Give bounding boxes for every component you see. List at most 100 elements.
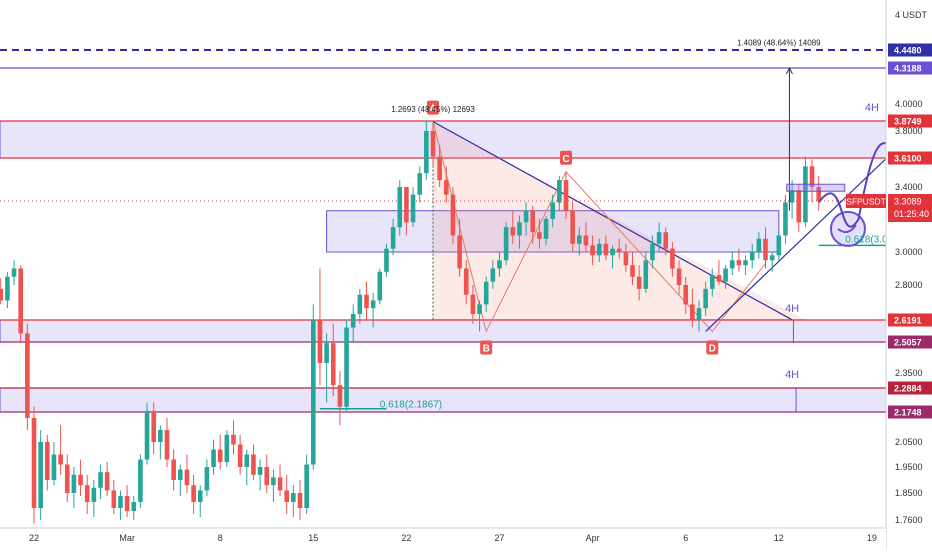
candle-body-36 xyxy=(211,449,216,467)
candle-body-31 xyxy=(178,469,183,480)
candle-body-57 xyxy=(350,314,356,328)
candle-body-58 xyxy=(357,294,363,315)
symbol-tag: SFPUSDT xyxy=(846,197,886,207)
price-tag-3: 3.6100 xyxy=(894,154,922,164)
price-tag-7: 2.1748 xyxy=(894,408,922,418)
candle-body-21 xyxy=(111,490,117,508)
candle-body-80 xyxy=(503,227,509,261)
candle-body-89 xyxy=(563,180,569,211)
candle-body-85 xyxy=(537,232,542,239)
timeframe-label-1: 4H xyxy=(785,303,799,315)
candle-body-35 xyxy=(204,467,210,491)
candle-body-125 xyxy=(803,166,808,223)
price-tag-bg-5 xyxy=(888,335,932,349)
candle-body-11 xyxy=(45,442,50,480)
time-tick-7: 6 xyxy=(683,533,688,543)
price-axis[interactable]: 4 USDT 4.0000 3.8000 3.4000 3.0000 2.8000 2.35… xyxy=(846,0,932,550)
point-label-3: D xyxy=(709,343,716,354)
candle-body-62 xyxy=(384,248,389,272)
candle-body-101 xyxy=(643,260,649,289)
candle-body-112 xyxy=(716,275,722,282)
candle-body-48 xyxy=(291,493,296,502)
candle-body-39 xyxy=(231,434,236,445)
current-price-tag: 3.3089 xyxy=(894,197,922,207)
candle-body-94 xyxy=(596,243,602,256)
candle-body-17 xyxy=(84,485,90,502)
candle-body-97 xyxy=(616,248,622,252)
candle-body-90 xyxy=(570,210,575,244)
candle-body-49 xyxy=(297,493,303,508)
time-axis-bg xyxy=(0,528,886,550)
candle-body-100 xyxy=(636,276,642,289)
candle-body-75 xyxy=(470,294,476,315)
time-tick-6: Apr xyxy=(586,533,600,543)
time-tick-0: 22 xyxy=(29,533,39,543)
candle-body-9 xyxy=(31,417,37,508)
measure-arrowhead xyxy=(785,66,793,75)
candle-body-91 xyxy=(577,235,582,244)
labels-layer: A B C D 0.618(3.0441) 0.618(2.1867) 1.2693 (48… xyxy=(380,38,908,410)
candle-body-103 xyxy=(656,232,662,244)
time-tick-3: 15 xyxy=(308,533,318,543)
candle-body-119 xyxy=(763,238,768,261)
candle-body-122 xyxy=(783,202,788,236)
candle-body-55 xyxy=(337,385,343,407)
candle-body-93 xyxy=(590,245,595,256)
candle-body-13 xyxy=(58,454,63,465)
candle-body-87 xyxy=(550,202,555,219)
candle-body-65 xyxy=(404,187,409,223)
candle-body-23 xyxy=(124,496,130,511)
measure-label-1: 1.4089 (48.64%) 14089 xyxy=(737,38,821,47)
candle-body-96 xyxy=(610,248,615,256)
candle-body-124 xyxy=(796,190,802,223)
candle-body-74 xyxy=(463,268,469,295)
candle-body-79 xyxy=(497,260,502,269)
price-tag-4: 2.6191 xyxy=(894,316,922,326)
candle-body-22 xyxy=(118,496,123,508)
candle-body-95 xyxy=(603,243,609,256)
time-tick-9: 19 xyxy=(867,533,877,543)
time-tick-5: 27 xyxy=(494,533,504,543)
candle-body-6 xyxy=(11,268,17,277)
candle-body-44 xyxy=(264,467,270,486)
price-tag-1: 4.3188 xyxy=(894,64,922,74)
candle-body-4 xyxy=(0,288,4,301)
time-tick-1: Mar xyxy=(119,533,135,543)
candle-body-14 xyxy=(64,464,70,493)
candle-body-51 xyxy=(311,319,316,465)
candle-body-106 xyxy=(676,268,682,285)
candle-body-72 xyxy=(450,194,456,236)
candle-body-50 xyxy=(304,464,309,508)
candle-body-10 xyxy=(38,442,43,508)
point-badge-1 xyxy=(480,340,493,355)
time-tick-8: 12 xyxy=(774,533,784,543)
candle-body-68 xyxy=(424,131,429,174)
candle-body-108 xyxy=(690,304,695,320)
candle-body-121 xyxy=(776,235,782,256)
candle-body-43 xyxy=(257,467,263,475)
point-badge-3 xyxy=(706,340,719,355)
candle-body-71 xyxy=(444,180,449,195)
point-label-1: B xyxy=(483,343,490,354)
candle-body-115 xyxy=(736,260,742,266)
price-tag-5: 2.5057 xyxy=(894,338,922,348)
price-tag-bg-3 xyxy=(888,151,932,165)
candle-body-26 xyxy=(144,410,150,460)
candle-body-105 xyxy=(670,248,675,269)
ascending-trendline xyxy=(705,158,886,332)
candle-body-70 xyxy=(437,156,442,181)
price-axis-unit: 4 USDT xyxy=(895,10,928,20)
symbol-tag-bg xyxy=(846,194,886,208)
point-label-2: C xyxy=(562,154,569,165)
candle-body-40 xyxy=(237,444,243,467)
time-axis[interactable]: 22 Mar 8 15 22 27 Apr 6 12 19 xyxy=(0,527,886,550)
candle-body-25 xyxy=(138,459,143,502)
candle-body-16 xyxy=(78,474,83,486)
descending-trendline xyxy=(432,121,793,321)
candle-body-30 xyxy=(171,459,176,480)
zone-3 xyxy=(0,387,887,413)
candle-body-56 xyxy=(344,327,349,407)
candle-body-27 xyxy=(151,410,156,442)
